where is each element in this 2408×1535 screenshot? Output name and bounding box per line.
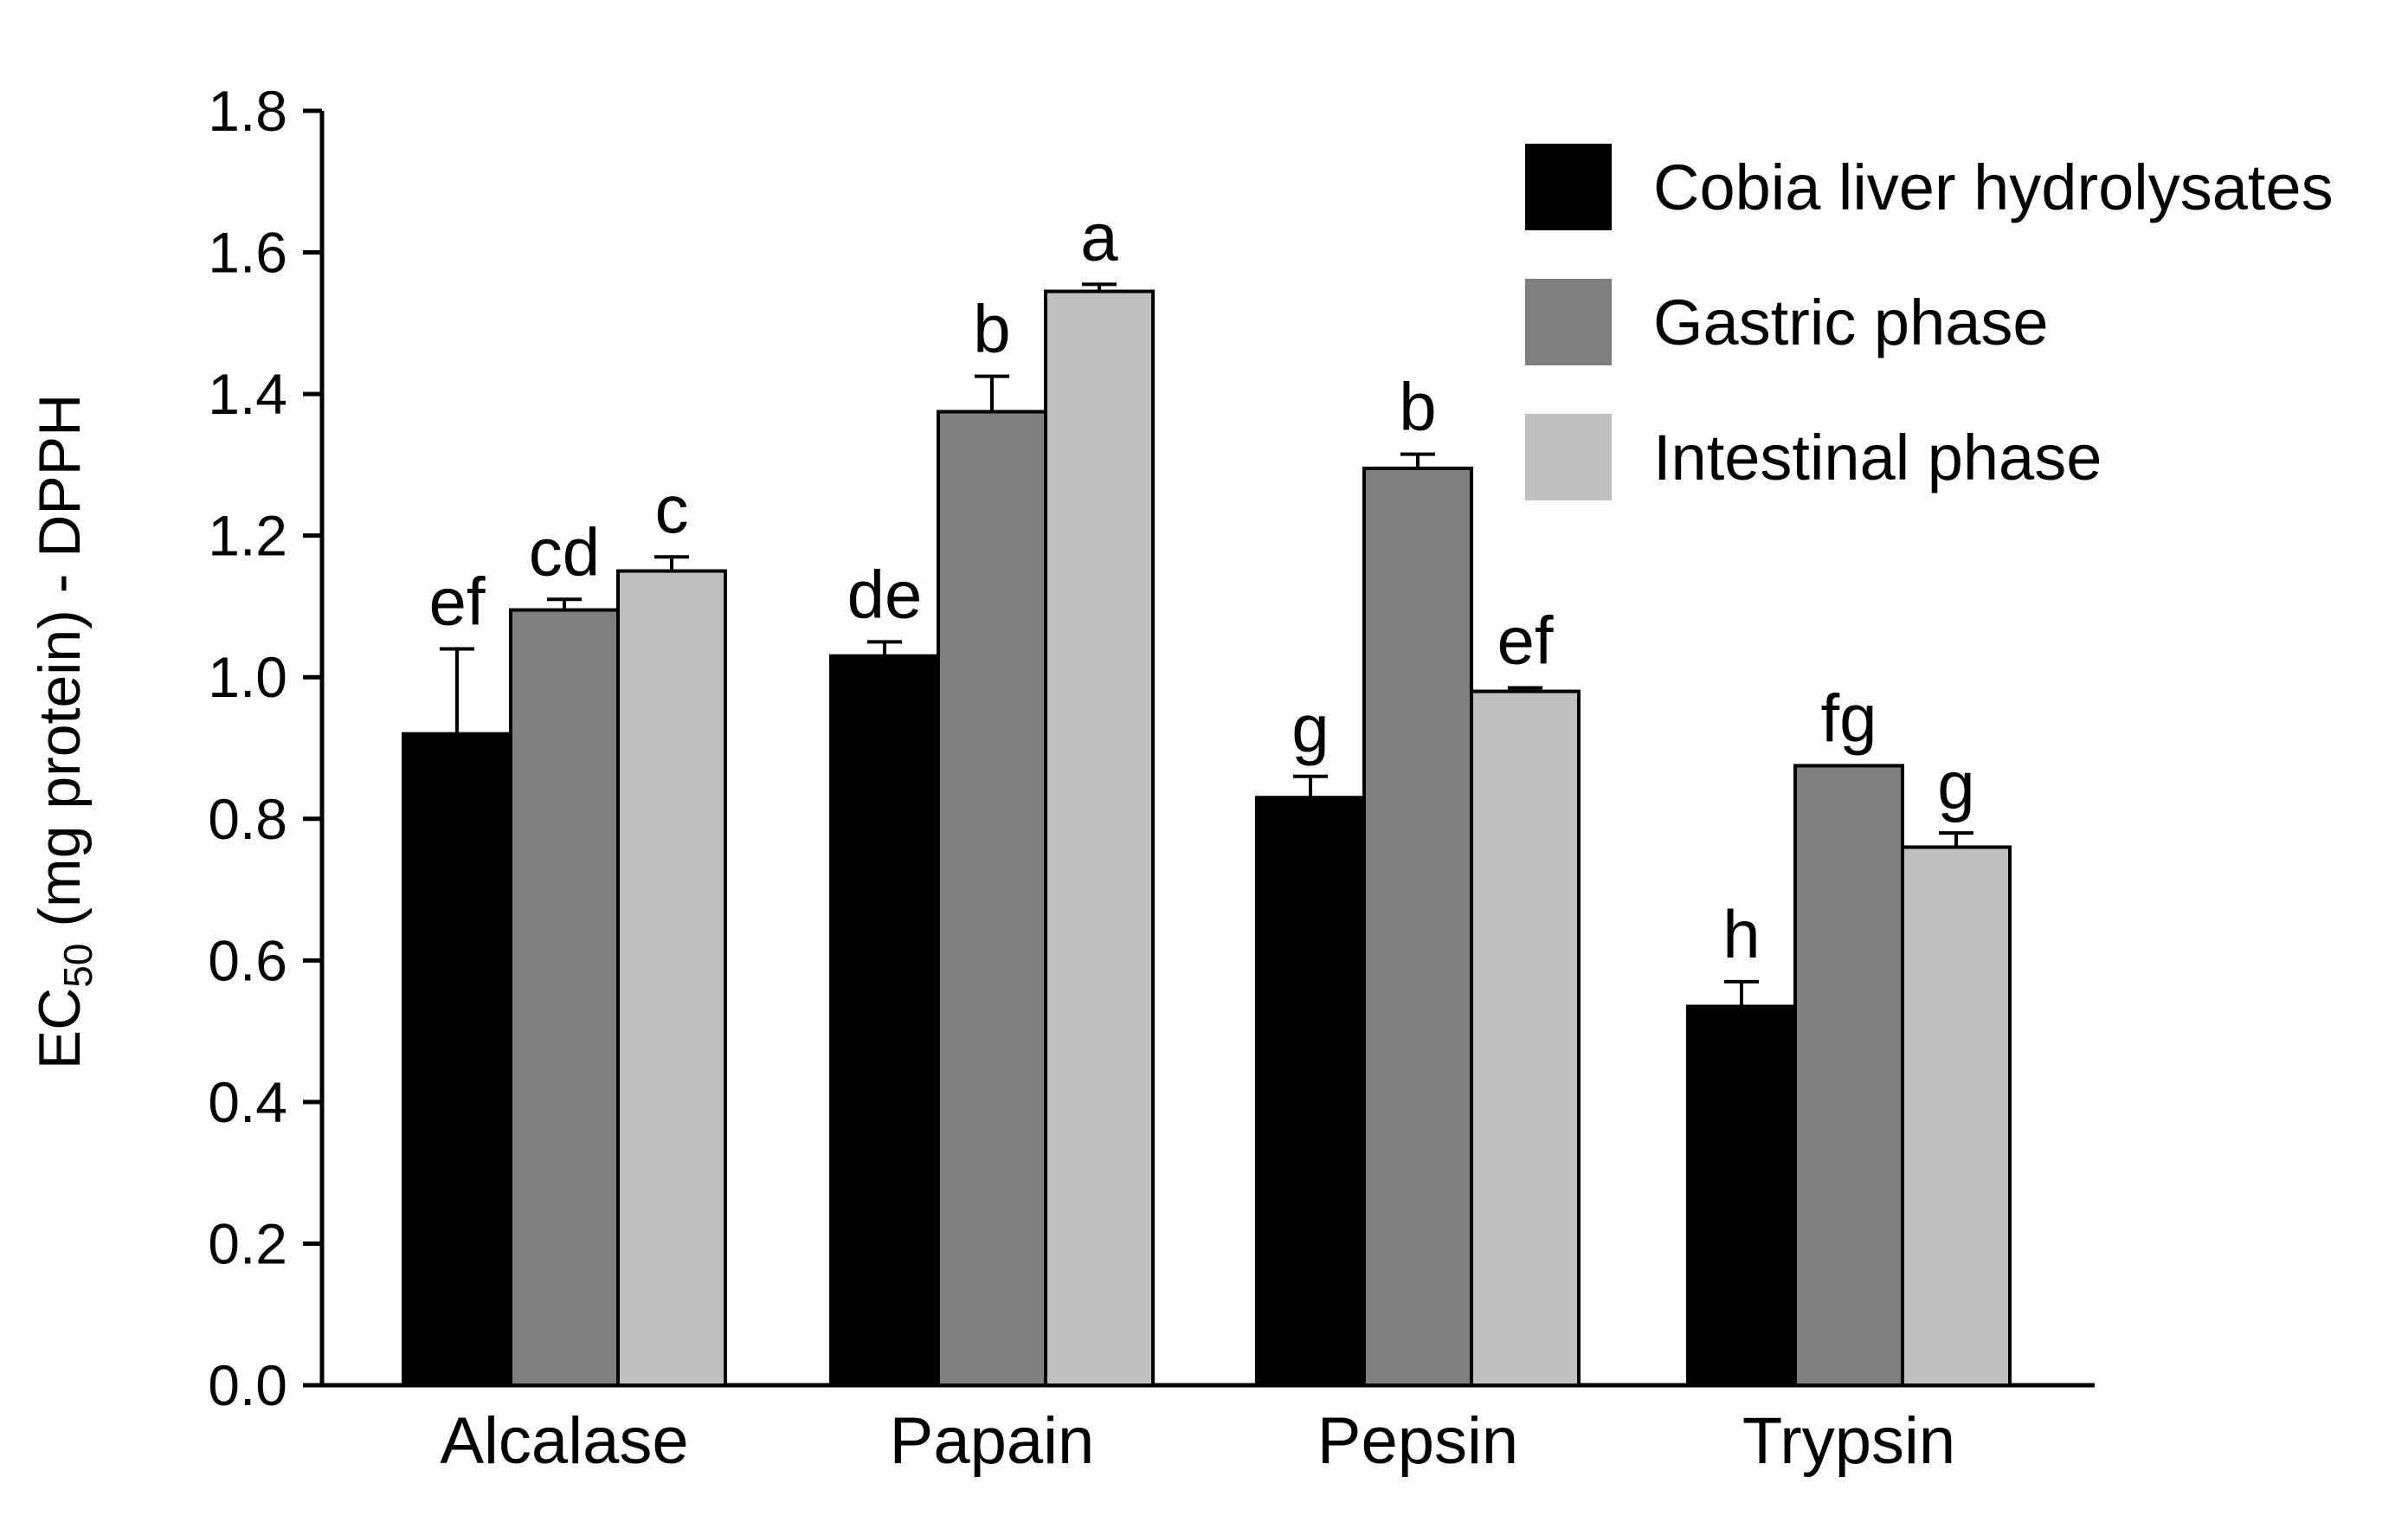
y-tick-label: 1.0	[208, 645, 287, 709]
significance-label: cd	[529, 513, 600, 590]
y-tick-label: 0.2	[208, 1211, 287, 1275]
y-axis-title-rest: (mg protein) - DPPH	[27, 394, 93, 944]
y-tick-label: 1.8	[208, 79, 287, 143]
significance-label: c	[655, 471, 689, 547]
y-axis-title: EC50 (mg protein) - DPPH	[27, 394, 100, 1069]
significance-label: ef	[428, 564, 485, 640]
significance-label: de	[847, 556, 923, 632]
bar	[937, 410, 1047, 1387]
significance-label: b	[973, 291, 1010, 367]
bar	[1793, 764, 1904, 1387]
y-tick-label: 1.6	[208, 221, 287, 285]
bar	[829, 654, 940, 1387]
significance-label: g	[1937, 747, 1974, 823]
y-tick-label: 0.8	[208, 787, 287, 851]
x-category-label: Trypsin	[1742, 1404, 1955, 1478]
y-tick-label: 1.4	[208, 362, 287, 426]
significance-label: ef	[1497, 602, 1553, 678]
legend: Cobia liver hydrolysates Gastric phase Int…	[1525, 144, 2334, 500]
bar	[1686, 1004, 1797, 1387]
legend-swatch	[1525, 279, 1612, 365]
significance-label: fg	[1820, 680, 1877, 756]
axes: 0.0 0.2 0.4 0.6 0.8 1.0 1.2 1.4 1.6 1.8 Alcalase Pa…	[208, 79, 2095, 1478]
legend-swatch	[1525, 144, 1612, 230]
y-tick-label: 0.6	[208, 928, 287, 992]
legend-swatch	[1525, 414, 1612, 500]
y-axis-title-subscript: 50	[55, 944, 100, 988]
x-category-label: Pepsin	[1317, 1404, 1518, 1478]
y-axis-title-group: EC50 (mg protein) - DPPH	[27, 394, 100, 1069]
bar	[616, 569, 727, 1387]
y-tick-label: 1.2	[208, 504, 287, 568]
bar	[402, 732, 512, 1387]
significance-label: b	[1399, 369, 1436, 445]
x-category-label: Papain	[890, 1404, 1095, 1478]
x-category-label: Alcalase	[440, 1404, 688, 1478]
legend-label: Intestinal phase	[1653, 422, 2102, 493]
y-tick-label: 0.0	[208, 1353, 287, 1417]
bar	[1901, 845, 2012, 1387]
y-axis-title-main: EC	[27, 988, 93, 1069]
y-tick-label: 0.4	[208, 1070, 287, 1134]
bar	[1255, 796, 1366, 1387]
legend-label: Gastric phase	[1653, 287, 2049, 358]
bar	[1470, 689, 1581, 1387]
legend-label: Cobia liver hydrolysates	[1653, 152, 2334, 223]
bar	[509, 608, 620, 1387]
significance-label: h	[1722, 896, 1760, 972]
significance-label: g	[1291, 691, 1329, 767]
bar	[1044, 289, 1155, 1387]
bar	[1362, 466, 1473, 1387]
significance-label: a	[1080, 198, 1118, 274]
